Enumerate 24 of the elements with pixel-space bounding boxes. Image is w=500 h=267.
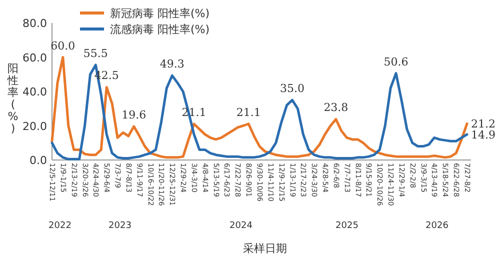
y-tick-label: 20.0: [22, 120, 47, 133]
y-tick-label: 40.0: [22, 86, 47, 98]
y-tick-label: 0.0: [30, 154, 47, 167]
data-label: 50.6: [384, 55, 408, 68]
text: 2025: [336, 221, 358, 231]
text: 2022: [48, 221, 72, 231]
data-label: 14.9: [471, 128, 496, 142]
data-label: 35.0: [280, 82, 305, 96]
text: 2024: [230, 221, 253, 231]
y-axis-title: 阳性率(%): [6, 62, 18, 135]
legend-label: 新冠病毒 阳性率(%): [110, 7, 210, 20]
data-label: 55.5: [83, 46, 108, 60]
x-axis-title: 采样日期: [243, 242, 287, 255]
data-label: 21.2: [471, 118, 496, 131]
data-label: 49.3: [160, 58, 184, 71]
data-label: 21.1: [236, 106, 261, 119]
text: 2023: [108, 221, 132, 231]
legend-label: 流感病毒 阳性率(%): [110, 23, 210, 36]
y-tick-label: 80.0: [22, 17, 47, 30]
data-label: 23.8: [324, 101, 348, 114]
data-label: 19.6: [122, 108, 146, 122]
data-label: 60.0: [50, 39, 76, 52]
text: 2026: [426, 221, 449, 231]
y-tick-label: 60.0: [22, 51, 47, 64]
